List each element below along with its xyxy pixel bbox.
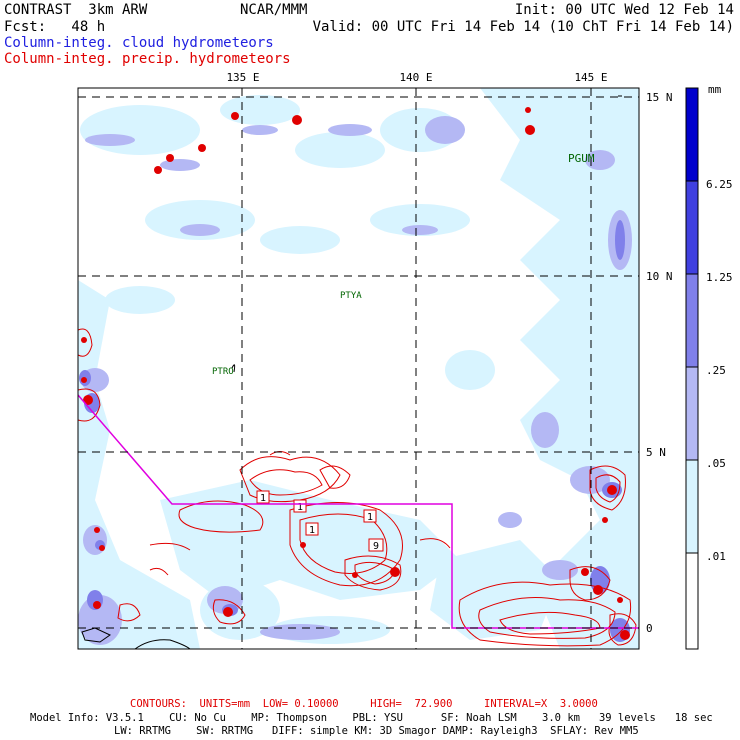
lon-label-145: 145 E [574, 71, 607, 84]
forecast-hour: Fcst: 48 h [4, 19, 106, 35]
station-ptro: PTRO [212, 367, 234, 377]
colorbar-swatch-2 [685, 180, 699, 275]
colorbar-unit: mm [708, 83, 722, 96]
lat-label-5n: 5 N [646, 446, 666, 459]
coastlines [81, 95, 622, 650]
color-bar: mm 6.25 1.25 .25 .05 .01 [685, 83, 733, 650]
map-frame [77, 87, 640, 650]
lon-label-140: 140 E [399, 71, 432, 84]
station-ptya: PTYA [340, 291, 362, 301]
lat-label-15n: 15 N [646, 91, 673, 104]
contour-label-3: 1 [367, 512, 373, 523]
colorbar-level-.01: .01 [706, 550, 726, 563]
precip-contours [77, 328, 637, 647]
colorbar-swatch-5 [685, 459, 699, 554]
contour-label-1: 1 [260, 493, 266, 504]
lon-label-135: 135 E [226, 71, 259, 84]
organization-label: NCAR/MMM [240, 2, 308, 18]
contour-label-2: 1 [297, 502, 303, 513]
colorbar-level-.05: .05 [706, 457, 726, 470]
colorbar-swatch-1 [685, 87, 699, 182]
contour-labels: 1 1 1 1 9 [256, 490, 384, 552]
contour-label-4: 1 [309, 525, 315, 536]
lat-label-eq: 0 [646, 622, 653, 635]
valid-time: Valid: 00 UTC Fri 14 Feb 14 (10 ChT Fri … [312, 19, 734, 35]
init-time: Init: 00 UTC Wed 12 Feb 14 [514, 2, 734, 18]
precip-field-label: Column-integ. precip. hydrometeors [4, 51, 291, 67]
colorbar-swatch-6 [685, 552, 699, 650]
lat-lon-grid [78, 88, 639, 649]
contour-info: CONTOURS: UNITS=mm LOW= 0.10000 HIGH= 72… [130, 698, 598, 710]
colorbar-swatch-4 [685, 366, 699, 461]
colorbar-swatch-3 [685, 273, 699, 368]
cloud-field-label: Column-integ. cloud hydrometeors [4, 35, 274, 51]
colorbar-level-6.25: 6.25 [706, 178, 733, 191]
colorbar-level-1.25: 1.25 [706, 271, 733, 284]
model-info-line2: LW: RRTMG SW: RRTMG DIFF: simple KM: 3D … [114, 725, 639, 737]
model-info-line1: Model Info: V3.5.1 CU: No Cu MP: Thompso… [30, 712, 713, 724]
cloud-light-patches [78, 88, 639, 649]
model-title: CONTRAST 3km ARW [4, 2, 148, 18]
colorbar-level-.25: .25 [706, 364, 726, 377]
contour-label-5: 9 [373, 541, 379, 552]
lat-label-10n: 10 N [646, 270, 673, 283]
station-pgum: PGUM [568, 152, 595, 165]
